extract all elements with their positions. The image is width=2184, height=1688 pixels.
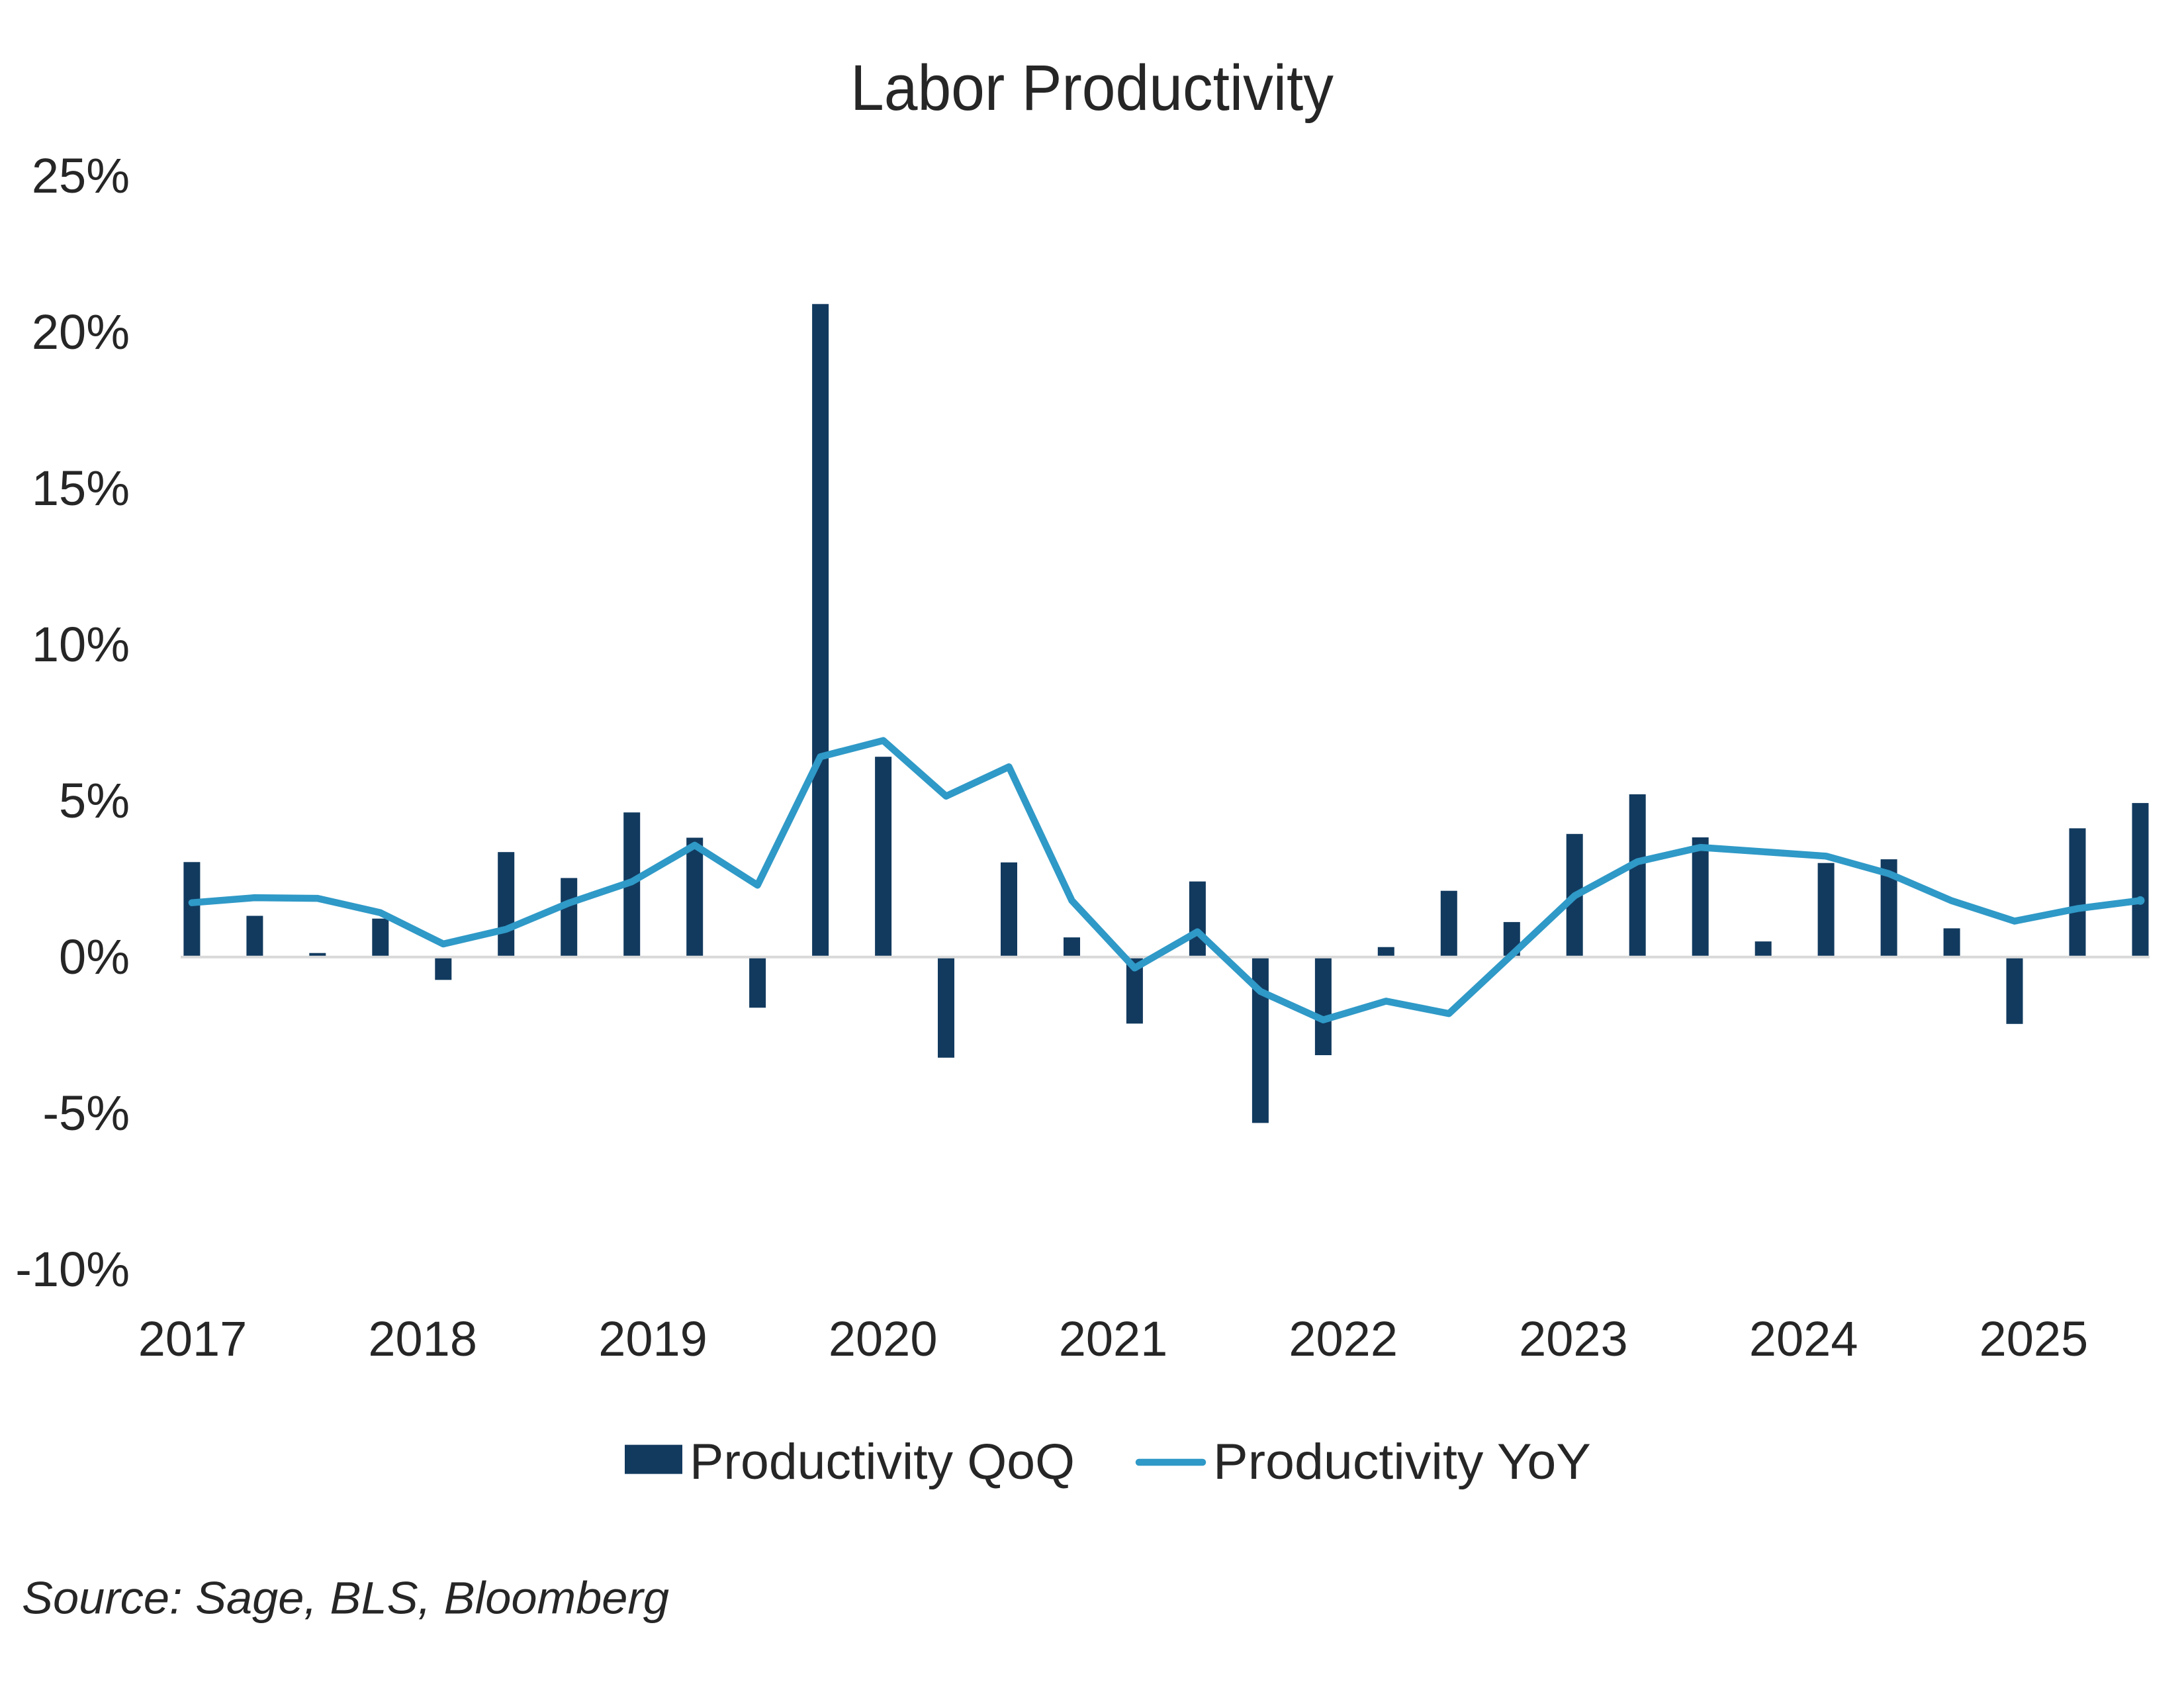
svg-text:2025: 2025: [1979, 1311, 2089, 1366]
svg-text:Labor Productivity: Labor Productivity: [850, 52, 1334, 124]
svg-text:2020: 2020: [829, 1311, 938, 1366]
svg-text:-10%: -10%: [15, 1242, 130, 1297]
svg-text:2021: 2021: [1059, 1311, 1168, 1366]
svg-text:2018: 2018: [368, 1311, 477, 1366]
svg-text:2017: 2017: [138, 1311, 248, 1366]
svg-text:-5%: -5%: [42, 1086, 130, 1141]
svg-text:25%: 25%: [32, 148, 130, 203]
svg-text:Source: Sage, BLS, Bloomberg: Source: Sage, BLS, Bloomberg: [22, 1573, 669, 1624]
svg-text:2024: 2024: [1749, 1311, 1858, 1366]
svg-text:2023: 2023: [1519, 1311, 1628, 1366]
svg-text:0%: 0%: [59, 929, 130, 984]
svg-text:2022: 2022: [1289, 1311, 1398, 1366]
svg-text:5%: 5%: [59, 773, 130, 828]
svg-text:2019: 2019: [598, 1311, 707, 1366]
svg-text:Productivity YoY: Productivity YoY: [1213, 1434, 1591, 1490]
svg-text:20%: 20%: [32, 305, 130, 359]
svg-text:Productivity QoQ: Productivity QoQ: [690, 1434, 1075, 1490]
svg-text:10%: 10%: [32, 617, 130, 672]
svg-text:15%: 15%: [32, 461, 130, 516]
